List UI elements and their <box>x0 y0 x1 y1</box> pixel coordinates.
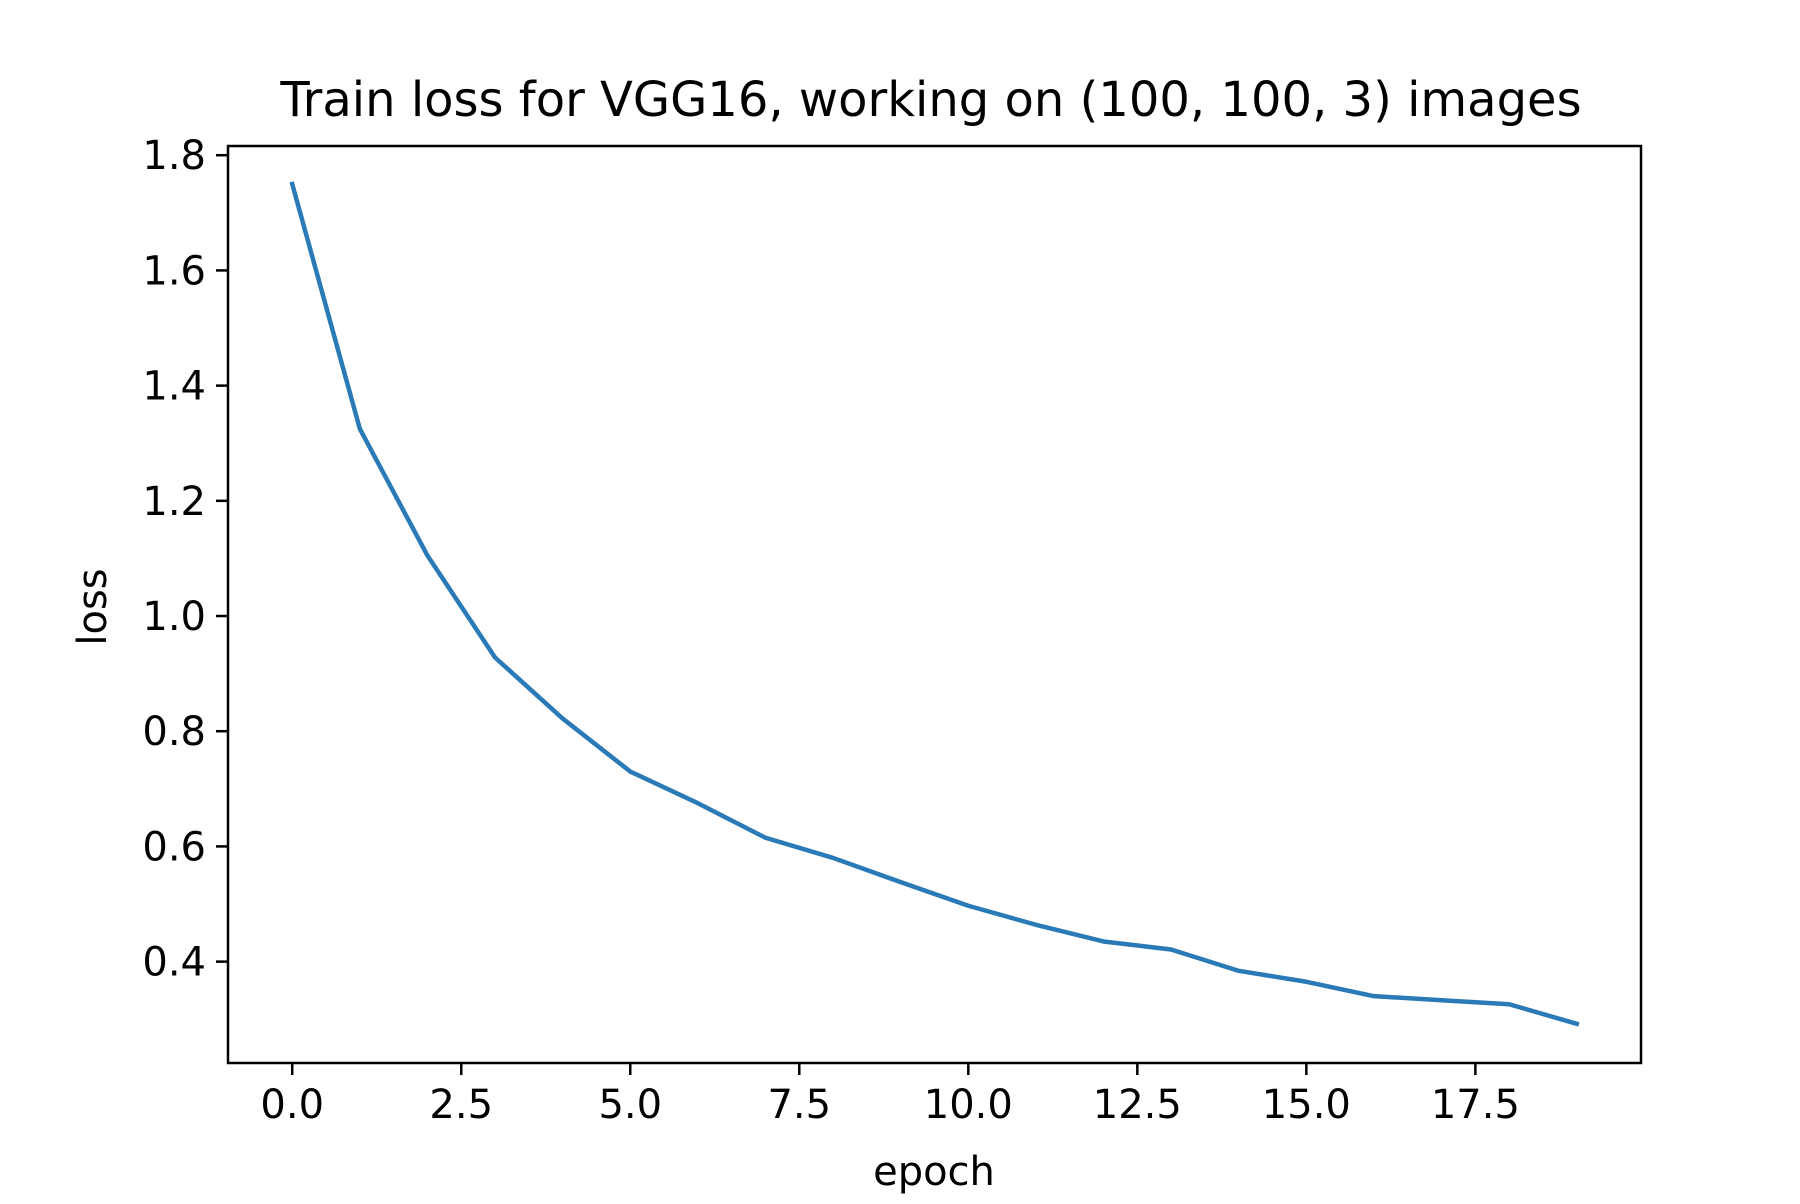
y-tick-label: 0.6 <box>142 824 206 870</box>
chart-title: Train loss for VGG16, working on (100, 1… <box>279 72 1581 128</box>
y-tick-label: 1.4 <box>142 364 206 410</box>
y-tick-label: 1.2 <box>142 479 206 525</box>
x-tick-label: 12.5 <box>1093 1082 1182 1128</box>
y-tick-label: 1.0 <box>142 594 206 640</box>
x-tick-label: 5.0 <box>598 1082 662 1128</box>
x-tick-label: 0.0 <box>260 1082 324 1128</box>
y-tick-label: 0.4 <box>142 940 206 986</box>
y-axis-label: loss <box>70 568 116 645</box>
x-tick-label: 7.5 <box>767 1082 831 1128</box>
y-tick-label: 1.6 <box>142 248 206 294</box>
x-tick-label: 10.0 <box>924 1082 1013 1128</box>
x-tick-label: 15.0 <box>1262 1082 1351 1128</box>
x-axis-label: epoch <box>873 1149 995 1195</box>
y-tick-label: 1.8 <box>142 133 206 179</box>
x-tick-label: 2.5 <box>429 1082 493 1128</box>
x-tick-label: 17.5 <box>1431 1082 1520 1128</box>
y-tick-label: 0.8 <box>142 709 206 755</box>
